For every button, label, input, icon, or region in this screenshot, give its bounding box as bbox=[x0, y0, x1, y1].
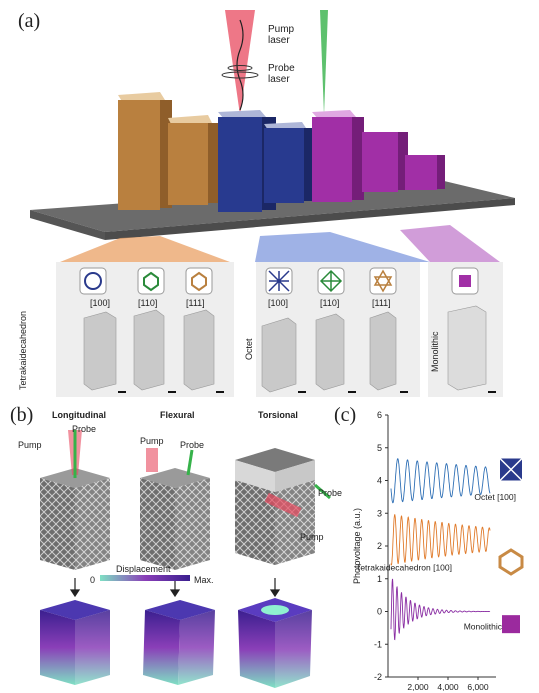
probe-laser-label: Probe laser bbox=[268, 63, 295, 85]
mode-flexural: Flexural bbox=[160, 410, 195, 420]
mode-torsional: Torsional bbox=[258, 410, 298, 420]
unit-cell-icons bbox=[79, 267, 479, 295]
legend-label: Octet [100] bbox=[474, 492, 516, 502]
series-line bbox=[390, 514, 491, 566]
y-axis-label: Photovoltage (a.u.) bbox=[352, 508, 362, 584]
group-label-tetrakaidecahedron: Tetrakaidecahedron bbox=[18, 310, 28, 390]
panel-a-label: (a) bbox=[18, 10, 41, 32]
y-tick-label: 6 bbox=[377, 410, 382, 420]
sem-samples bbox=[83, 305, 487, 393]
b-pump-label-3: Pump bbox=[300, 532, 324, 542]
monolithic-pillars bbox=[312, 110, 445, 202]
mode-longitudinal: Longitudinal bbox=[52, 410, 106, 420]
y-tick-label: 5 bbox=[377, 443, 382, 453]
displacement-min: 0 bbox=[90, 575, 96, 585]
panel-b-figure bbox=[40, 430, 331, 688]
displacement-title: Displacement bbox=[116, 564, 171, 574]
tk-index-110: [110] bbox=[138, 298, 158, 308]
b-probe-label-1: Probe bbox=[72, 424, 97, 434]
octet-index-110: [110] bbox=[320, 298, 340, 308]
b-probe-label-2: Probe bbox=[180, 440, 205, 450]
tk-index-111: [111] bbox=[186, 298, 205, 308]
x-tick-label: 6,000 bbox=[467, 682, 489, 692]
y-tick-label: 0 bbox=[377, 607, 382, 617]
group-label-octet: Octet bbox=[244, 338, 254, 360]
panel-c-chart: -2 -1 0 1 2 3 4 5 6 2,000 4,000 6,000 Photovoltage (… bbox=[352, 410, 524, 692]
panel-a-figure bbox=[30, 10, 515, 397]
pump-laser-label: Pump laser bbox=[268, 24, 295, 46]
b-probe-label-3: Probe bbox=[318, 488, 343, 498]
probe-laser-beam bbox=[320, 10, 328, 115]
b-pump-label-1: Pump bbox=[18, 440, 42, 450]
pump-laser-beam bbox=[225, 10, 255, 115]
x-tick-label: 4,000 bbox=[437, 682, 459, 692]
y-tick-label: -1 bbox=[374, 639, 382, 649]
octet-icon-lines bbox=[499, 457, 523, 482]
y-tick-label: 2 bbox=[377, 541, 382, 551]
series-line bbox=[390, 578, 491, 641]
series-line bbox=[390, 458, 491, 504]
octet-index-100: [100] bbox=[268, 298, 289, 308]
b-pump-label-2: Pump bbox=[140, 436, 164, 446]
panel-b-label: (b) bbox=[10, 404, 34, 426]
octet-pillars bbox=[218, 110, 314, 212]
y-tick-label: 4 bbox=[377, 476, 382, 486]
y-tick-label: 3 bbox=[377, 508, 382, 518]
tetrakaidecahedron-pillars bbox=[118, 92, 218, 210]
y-tick-label: -2 bbox=[374, 672, 382, 682]
legend-label: Tetrakaidecahedron [100] bbox=[356, 563, 452, 573]
x-tick-label: 2,000 bbox=[407, 682, 429, 692]
monolithic-icon bbox=[502, 615, 520, 634]
legend-label: Monolithic bbox=[464, 622, 503, 632]
group-label-monolithic: Monolithic bbox=[430, 331, 440, 372]
panel-c-label: (c) bbox=[334, 404, 357, 426]
displacement-max: Max. bbox=[194, 575, 214, 585]
octet-index-111: [111] bbox=[372, 298, 391, 308]
tk-index-100: [100] bbox=[90, 298, 111, 308]
displacement-colorbar bbox=[100, 575, 190, 581]
y-tick-label: 1 bbox=[377, 574, 382, 584]
tetrakaidecahedron-icon bbox=[498, 548, 524, 576]
